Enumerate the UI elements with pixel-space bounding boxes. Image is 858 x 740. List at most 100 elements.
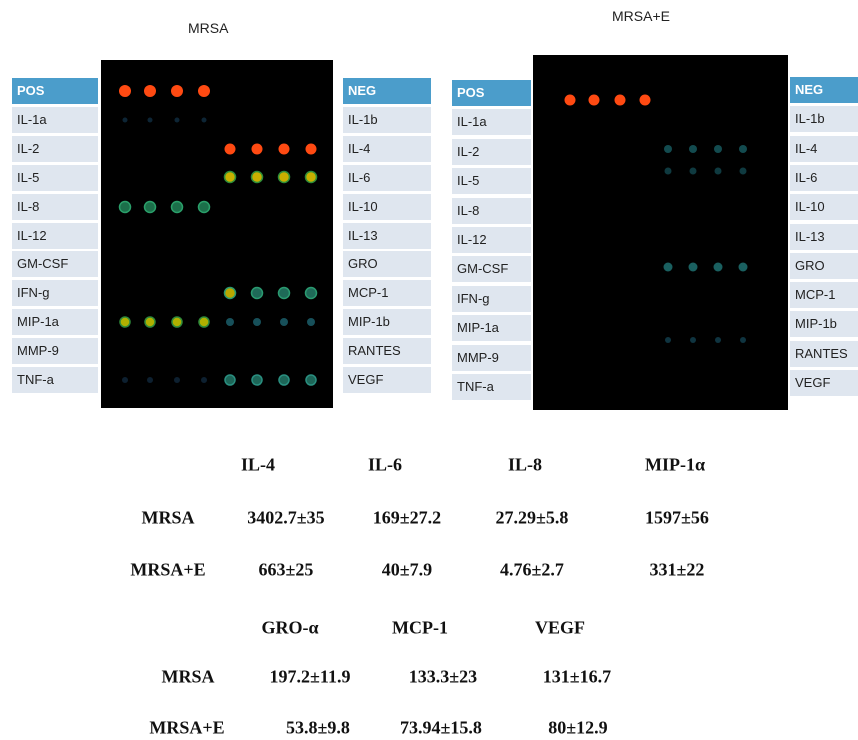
row-label: MIP-1b	[343, 309, 431, 335]
row-label: IL-5	[12, 165, 98, 191]
spot	[279, 288, 290, 299]
spot	[199, 317, 209, 327]
row-label: VEGF	[343, 367, 431, 393]
spot	[172, 202, 183, 213]
table-cell: 331±22	[650, 560, 705, 581]
column-header: IL-4	[241, 455, 275, 476]
table-cell: 131±16.7	[543, 667, 611, 688]
spot	[123, 118, 128, 123]
row-label: IL-8	[452, 198, 531, 224]
row-label: IL-1b	[343, 107, 431, 133]
spot	[252, 375, 262, 385]
spot	[615, 95, 626, 106]
row-label: NEG	[790, 77, 858, 103]
column-header: VEGF	[535, 618, 585, 639]
row-header: MRSA+E	[130, 560, 205, 581]
row-label: IL-8	[12, 194, 98, 220]
spot	[122, 377, 128, 383]
spot	[690, 168, 697, 175]
spot	[279, 375, 289, 385]
table-cell: 133.3±23	[409, 667, 477, 688]
column-header: GRO-α	[261, 618, 318, 639]
spot	[145, 317, 155, 327]
row-label: GRO	[790, 253, 858, 279]
row-label: MMP-9	[12, 338, 98, 364]
spot	[665, 337, 671, 343]
spot	[225, 288, 236, 299]
figure: MRSAPOSIL-1aIL-2IL-5IL-8IL-12GM-CSFIFN-g…	[0, 0, 858, 740]
column-header: IL-6	[368, 455, 402, 476]
row-label: MMP-9	[452, 345, 531, 371]
spot	[279, 172, 290, 183]
spot	[306, 288, 317, 299]
spot	[715, 337, 721, 343]
spot	[148, 118, 153, 123]
spot	[306, 172, 317, 183]
row-label: IL-13	[790, 224, 858, 250]
spot	[119, 85, 131, 97]
row-label: IL-13	[343, 223, 431, 249]
row-header: MRSA+E	[149, 718, 224, 739]
spot	[198, 85, 210, 97]
spot	[252, 288, 263, 299]
row-label: IL-4	[343, 136, 431, 162]
spot	[225, 375, 235, 385]
table-cell: 197.2±11.9	[270, 667, 351, 688]
row-label: MIP-1b	[790, 311, 858, 337]
row-label: IL-4	[790, 136, 858, 162]
spot	[565, 95, 576, 106]
spot	[589, 95, 600, 106]
spot	[144, 85, 156, 97]
spot	[690, 337, 696, 343]
panel-title: MRSA	[188, 20, 228, 36]
row-label: IFN-g	[452, 286, 531, 312]
row-label: IL-12	[12, 223, 98, 249]
spot	[739, 145, 747, 153]
spot	[306, 144, 317, 155]
table-cell: 169±27.2	[373, 508, 441, 529]
row-label: MCP-1	[343, 280, 431, 306]
spot	[279, 144, 290, 155]
spot	[714, 145, 722, 153]
table-cell: 663±25	[259, 560, 314, 581]
table-cell: 73.94±15.8	[400, 718, 482, 739]
table-cell: 4.76±2.7	[500, 560, 564, 581]
row-label: TNF-a	[12, 367, 98, 393]
spot	[740, 337, 746, 343]
row-label: IL-12	[452, 227, 531, 253]
row-label: IL-6	[343, 165, 431, 191]
row-label: GRO	[343, 251, 431, 277]
row-label: IFN-g	[12, 280, 98, 306]
table-cell: 80±12.9	[548, 718, 607, 739]
row-label: MIP-1a	[12, 309, 98, 335]
spot	[172, 317, 182, 327]
spot	[740, 168, 747, 175]
spot	[120, 317, 130, 327]
spot	[252, 172, 263, 183]
spot	[199, 202, 210, 213]
spot	[689, 263, 698, 272]
table-cell: 1597±56	[645, 508, 709, 529]
spot	[689, 145, 697, 153]
spot	[202, 118, 207, 123]
row-label: IL-5	[452, 168, 531, 194]
spot	[145, 202, 156, 213]
row-label: MIP-1a	[452, 315, 531, 341]
spot	[174, 377, 180, 383]
row-header: MRSA	[162, 667, 215, 688]
spot	[147, 377, 153, 383]
row-header: MRSA	[142, 508, 195, 529]
row-label: TNF-a	[452, 374, 531, 400]
spot	[120, 202, 131, 213]
row-label: IL-1b	[790, 106, 858, 132]
row-label: IL-1a	[452, 109, 531, 135]
spot	[307, 318, 315, 326]
row-label: GM-CSF	[12, 251, 98, 277]
spot	[252, 144, 263, 155]
spot	[225, 172, 236, 183]
table-cell: 40±7.9	[382, 560, 432, 581]
row-label: MCP-1	[790, 282, 858, 308]
row-label: RANTES	[790, 341, 858, 367]
table-cell: 3402.7±35	[247, 508, 324, 529]
row-label: POS	[452, 80, 531, 106]
